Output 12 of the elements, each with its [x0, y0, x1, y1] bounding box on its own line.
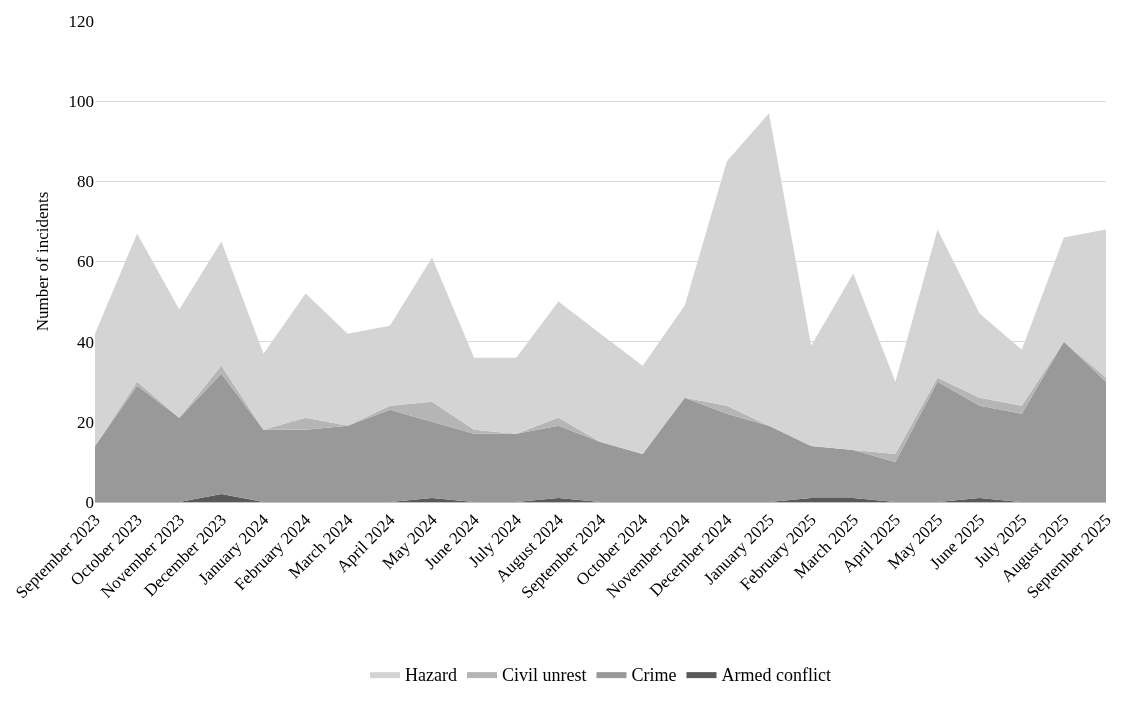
y-tick-label: 20 — [77, 412, 94, 432]
legend-label: Crime — [631, 665, 677, 686]
y-tick-label: 0 — [85, 492, 94, 512]
y-tick-label: 100 — [68, 92, 94, 112]
legend-label: Civil unrest — [501, 665, 587, 686]
legend-label: Hazard — [405, 665, 457, 686]
legend-label: Armed conflict — [721, 665, 831, 686]
y-axis-title: Number of incidents — [33, 191, 53, 332]
y-tick-label: 60 — [77, 252, 94, 272]
y-tick-label: 120 — [68, 11, 94, 31]
y-tick-label: 40 — [77, 332, 94, 352]
y-tick-label: 80 — [77, 172, 94, 192]
